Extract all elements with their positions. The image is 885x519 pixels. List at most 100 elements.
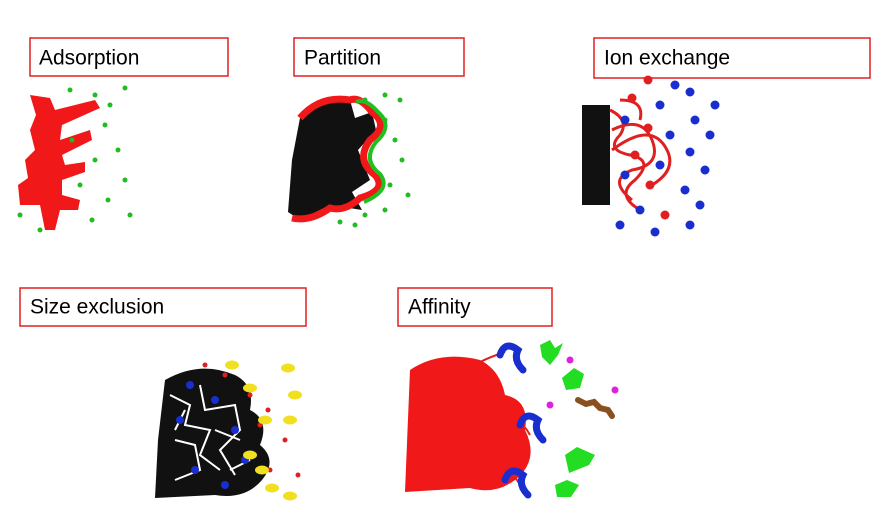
particle (295, 472, 301, 478)
particle (265, 407, 271, 413)
particles (17, 75, 720, 501)
particle (685, 220, 695, 230)
particle (643, 75, 653, 85)
panel-label: Ion exchange (604, 47, 730, 70)
particle (92, 157, 98, 163)
ion-exchanger (609, 98, 672, 212)
label-box (293, 37, 465, 77)
particle (107, 102, 113, 108)
particle (37, 227, 43, 233)
panel-label: Size exclusion (30, 296, 164, 319)
particle (660, 210, 670, 220)
particle (630, 150, 640, 160)
particle (655, 100, 665, 110)
particle (231, 426, 239, 434)
particle (700, 165, 710, 175)
particle (69, 137, 75, 143)
particle (115, 147, 121, 153)
particle (382, 207, 388, 213)
particle (247, 392, 253, 398)
particle (566, 356, 574, 364)
particle (288, 390, 302, 400)
particle (221, 481, 229, 489)
particle (620, 115, 630, 125)
particle (405, 192, 411, 198)
particle (680, 185, 690, 195)
label-box (593, 37, 871, 79)
particle (17, 212, 23, 218)
particle (92, 92, 98, 98)
particle (387, 182, 393, 188)
particle (382, 92, 388, 98)
particle (627, 93, 637, 103)
particle (352, 222, 358, 228)
particle (191, 466, 199, 474)
particle (243, 383, 257, 393)
particle (243, 450, 257, 460)
particle (127, 212, 133, 218)
particle (255, 465, 269, 475)
label-box (29, 37, 229, 77)
particle (176, 416, 184, 424)
particle (337, 219, 343, 225)
panel-label: Adsorption (39, 47, 139, 70)
particle (695, 200, 705, 210)
particle (77, 182, 83, 188)
ligand (496, 342, 547, 499)
particle (282, 437, 288, 443)
particle (67, 87, 73, 93)
panel-label: Partition (304, 47, 381, 70)
target-molecule (540, 340, 595, 497)
label-box (19, 287, 307, 327)
label-box (397, 287, 553, 327)
support (582, 105, 610, 205)
particle (710, 100, 720, 110)
liquid-phase (355, 99, 388, 204)
particle (655, 160, 665, 170)
pore-network (169, 384, 251, 481)
particle (105, 197, 111, 203)
particle (362, 212, 368, 218)
particle (382, 117, 388, 123)
particle (620, 170, 630, 180)
particle (397, 97, 403, 103)
particle (690, 115, 700, 125)
particle (122, 85, 128, 91)
particle (222, 372, 228, 378)
particle (611, 386, 619, 394)
particle (399, 157, 405, 163)
particle (258, 415, 272, 425)
adsorbent (18, 95, 100, 230)
particle (362, 97, 368, 103)
support (288, 99, 376, 220)
particle (645, 180, 655, 190)
particle (635, 205, 645, 215)
particle (281, 363, 295, 373)
panel-label: Affinity (408, 296, 471, 319)
particle (643, 123, 653, 133)
particle (705, 130, 715, 140)
particle (202, 362, 208, 368)
particle (89, 217, 95, 223)
particle (225, 360, 239, 370)
particle (283, 491, 297, 501)
particle (685, 87, 695, 97)
particle (670, 80, 680, 90)
contaminant (575, 397, 615, 419)
particle (392, 137, 398, 143)
particle (546, 401, 554, 409)
particle (122, 177, 128, 183)
particle (265, 483, 279, 493)
particle (650, 227, 660, 237)
particle (267, 467, 273, 473)
particle (211, 396, 219, 404)
particle (283, 415, 297, 425)
particle (665, 130, 675, 140)
particle (102, 122, 108, 128)
affinity-matrix (405, 356, 531, 492)
liquid-phase (291, 95, 384, 223)
particle (186, 381, 194, 389)
particle (685, 147, 695, 157)
particle (615, 220, 625, 230)
